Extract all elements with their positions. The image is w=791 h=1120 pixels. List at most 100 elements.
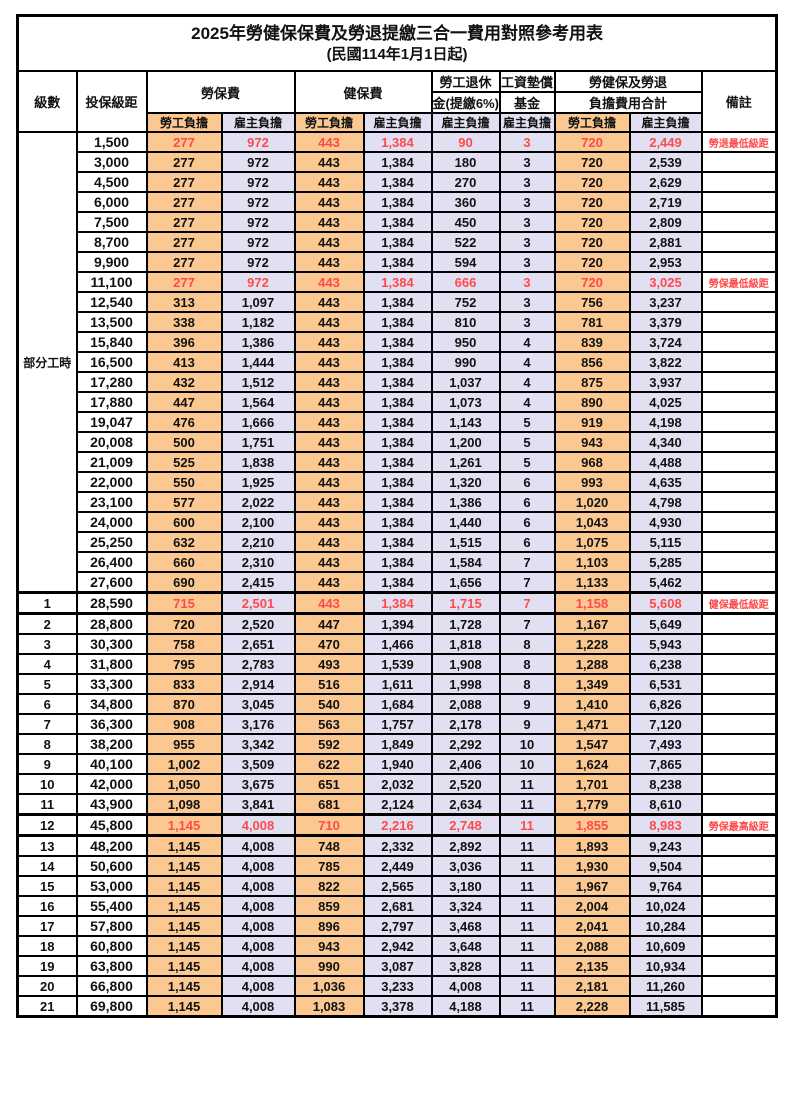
value-cell-pension-employer: 1,515 [430, 531, 501, 553]
value-cell-total-employee: 720 [553, 211, 631, 233]
table-row: 4 31,800 795 2,783 493 1,539 1,908 8 1,2… [16, 653, 778, 675]
value-cell-labor-employee: 1,145 [145, 955, 223, 977]
remark-cell: 健保最低級距 [700, 591, 778, 615]
value-cell-labor-employee: 660 [145, 551, 223, 573]
value-cell-pension-employer: 2,292 [430, 733, 501, 755]
value-cell-pension-employer: 1,440 [430, 511, 501, 533]
value-cell-health-employer: 1,384 [362, 211, 433, 233]
remark-cell [700, 311, 778, 333]
value-cell-labor-employee: 1,050 [145, 773, 223, 795]
bracket-cell: 33,300 [75, 673, 148, 695]
value-cell-labor-employer: 972 [220, 251, 296, 273]
value-cell-total-employer: 4,340 [628, 431, 703, 453]
value-cell-total-employee: 890 [553, 391, 631, 413]
value-cell-labor-employer: 4,008 [220, 895, 296, 917]
value-cell-health-employer: 1,384 [362, 531, 433, 553]
value-cell-health-employer: 2,332 [362, 834, 433, 857]
value-cell-health-employer: 1,384 [362, 491, 433, 513]
value-cell-total-employer: 5,285 [628, 551, 703, 573]
value-cell-labor-employer: 1,925 [220, 471, 296, 493]
bracket-cell: 7,500 [75, 211, 148, 233]
value-cell-labor-employee: 413 [145, 351, 223, 373]
value-cell-pension-employer: 90 [430, 131, 501, 153]
value-cell-labor-employee: 1,145 [145, 813, 223, 837]
value-cell-health-employer: 2,942 [362, 935, 433, 957]
value-cell-pension-employer: 2,178 [430, 713, 501, 735]
value-cell-pension-employer: 2,520 [430, 773, 501, 795]
value-cell-labor-employee: 277 [145, 231, 223, 253]
value-cell-total-employer: 7,865 [628, 753, 703, 775]
value-cell-total-employer: 11,260 [628, 975, 703, 997]
remark-cell [700, 171, 778, 193]
value-cell-wage-fund-employer: 7 [498, 551, 556, 573]
value-cell-health-employer: 1,684 [362, 693, 433, 715]
value-cell-pension-employer: 666 [430, 271, 501, 293]
value-cell-labor-employer: 1,386 [220, 331, 296, 353]
remark-cell [700, 191, 778, 213]
remark-cell [700, 151, 778, 173]
table-row: 6,000 277 972 443 1,384 360 3 720 2,719 [18, 191, 778, 213]
remark-cell [700, 351, 778, 373]
value-cell-health-employer: 1,849 [362, 733, 433, 755]
value-cell-wage-fund-employer: 8 [498, 673, 556, 695]
value-cell-labor-employee: 577 [145, 491, 223, 513]
value-cell-health-employer: 1,384 [362, 391, 433, 413]
value-cell-health-employer: 2,565 [362, 875, 433, 897]
table-row: 15 53,000 1,145 4,008 822 2,565 3,180 11… [16, 875, 778, 897]
table-row: 27,600 690 2,415 443 1,384 1,656 7 1,133… [18, 571, 778, 594]
value-cell-labor-employer: 4,008 [220, 855, 296, 877]
value-cell-total-employer: 3,724 [628, 331, 703, 353]
value-cell-labor-employer: 4,008 [220, 935, 296, 957]
value-cell-total-employee: 1,624 [553, 753, 631, 775]
col-header-pension-line1: 勞工退休 [430, 70, 501, 93]
value-cell-pension-employer: 4,188 [430, 995, 501, 1018]
value-cell-wage-fund-employer: 3 [498, 291, 556, 313]
table-row: 7 36,300 908 3,176 563 1,757 2,178 9 1,4… [16, 713, 778, 735]
remark-cell [700, 511, 778, 533]
value-cell-total-employee: 1,158 [553, 591, 631, 615]
value-cell-total-employee: 1,893 [553, 834, 631, 857]
value-cell-health-employee: 443 [293, 451, 365, 473]
value-cell-labor-employee: 1,145 [145, 975, 223, 997]
value-cell-labor-employer: 4,008 [220, 995, 296, 1018]
value-cell-health-employer: 1,384 [362, 131, 433, 153]
value-cell-health-employer: 2,032 [362, 773, 433, 795]
page-subtitle: (民國114年1月1日起) [326, 46, 468, 64]
value-cell-health-employer: 1,757 [362, 713, 433, 735]
remark-cell [700, 531, 778, 553]
table-row: 10 42,000 1,050 3,675 651 2,032 2,520 11… [16, 773, 778, 795]
value-cell-total-employer: 2,629 [628, 171, 703, 193]
value-cell-wage-fund-employer: 11 [498, 915, 556, 937]
value-cell-total-employer: 2,881 [628, 231, 703, 253]
value-cell-total-employer: 5,115 [628, 531, 703, 553]
table-row: 17,880 447 1,564 443 1,384 1,073 4 890 4… [18, 391, 778, 413]
value-cell-labor-employee: 720 [145, 612, 223, 635]
table-row: 16,500 413 1,444 443 1,384 990 4 856 3,8… [18, 351, 778, 373]
value-cell-health-employee: 516 [293, 673, 365, 695]
value-cell-pension-employer: 1,386 [430, 491, 501, 513]
remark-cell [700, 251, 778, 273]
value-cell-health-employee: 470 [293, 633, 365, 655]
bracket-cell: 45,800 [75, 813, 148, 837]
value-cell-labor-employee: 908 [145, 713, 223, 735]
value-cell-total-employee: 2,228 [553, 995, 631, 1018]
value-cell-labor-employer: 2,914 [220, 673, 296, 695]
bracket-cell: 27,600 [75, 571, 148, 594]
table-row: 20 66,800 1,145 4,008 1,036 3,233 4,008 … [16, 975, 778, 997]
value-cell-total-employer: 4,798 [628, 491, 703, 513]
value-cell-pension-employer: 1,143 [430, 411, 501, 433]
value-cell-pension-employer: 1,998 [430, 673, 501, 695]
bracket-cell: 43,900 [75, 793, 148, 816]
value-cell-wage-fund-employer: 8 [498, 653, 556, 675]
value-cell-wage-fund-employer: 11 [498, 935, 556, 957]
table-row: 3 30,300 758 2,651 470 1,466 1,818 8 1,2… [16, 633, 778, 655]
value-cell-wage-fund-employer: 7 [498, 591, 556, 615]
remark-cell [700, 915, 778, 937]
bracket-cell: 13,500 [75, 311, 148, 333]
value-cell-labor-employer: 1,666 [220, 411, 296, 433]
value-cell-pension-employer: 2,088 [430, 693, 501, 715]
title-row: 2025年勞健保保費及勞退提繳三合一費用對照參考用表 (民國114年1月1日起) [16, 14, 778, 72]
value-cell-total-employer: 2,809 [628, 211, 703, 233]
value-cell-labor-employer: 3,342 [220, 733, 296, 755]
value-cell-pension-employer: 1,073 [430, 391, 501, 413]
